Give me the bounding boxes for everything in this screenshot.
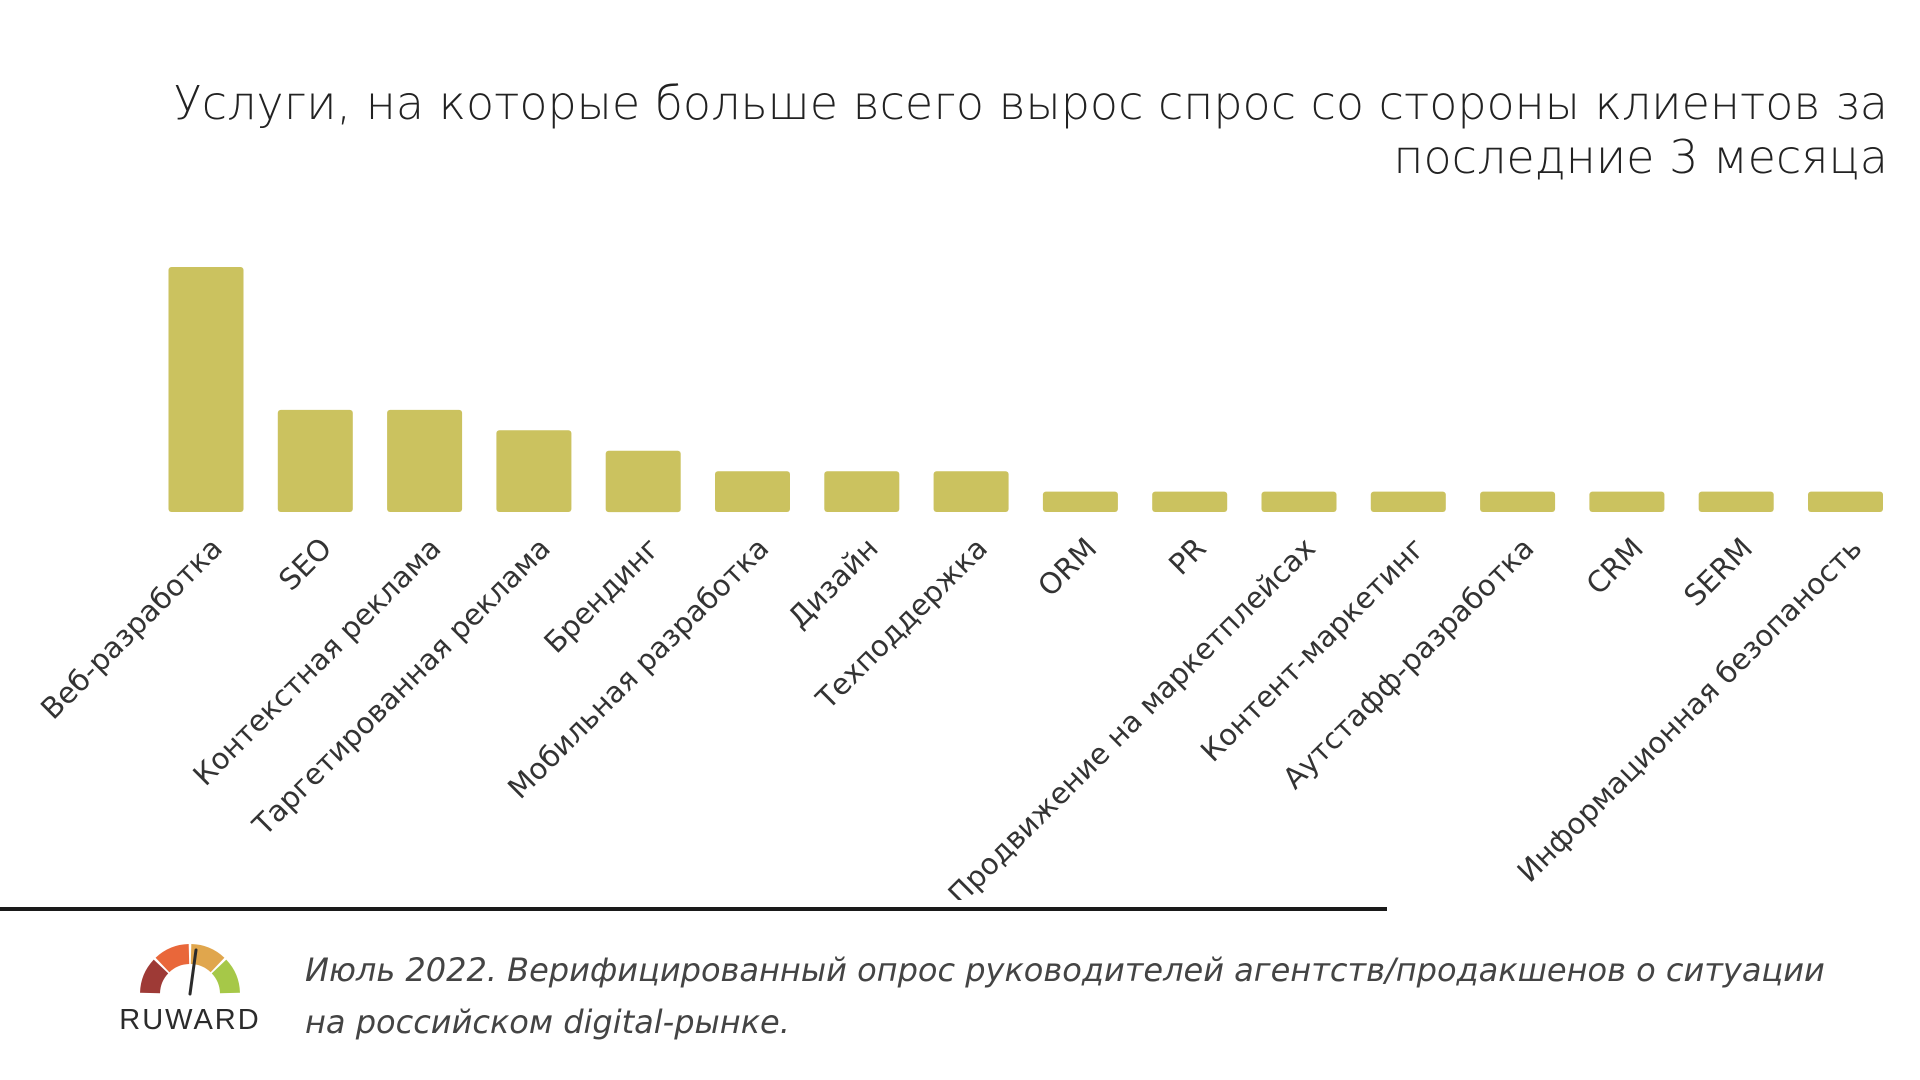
footnote-line-1: Июль 2022. Верифицированный опрос руково… (305, 951, 1825, 989)
ruward-logo: RUWARD (110, 938, 270, 1038)
bar-13 (1480, 491, 1556, 512)
gauge-segment-2 (155, 944, 190, 973)
bar-group (168, 267, 1883, 513)
bar-16 (1808, 491, 1883, 512)
bar-12 (1370, 491, 1446, 512)
footer-divider (0, 907, 1387, 911)
bar-14 (1589, 491, 1665, 512)
chart-title-line-1: Услуги, на которые больше всего вырос сп… (173, 76, 1888, 130)
category-label-2: SEO (272, 531, 338, 597)
bar-2 (277, 409, 353, 512)
bar-4 (496, 430, 572, 512)
bar-3 (387, 409, 463, 512)
bar-15 (1698, 491, 1774, 512)
logo-wordmark: RUWARD (119, 1004, 261, 1036)
category-label-15: SERM (1677, 531, 1759, 613)
bar-10 (1152, 491, 1228, 512)
category-label-1: Веб-разработка (34, 531, 229, 726)
footnote: Июль 2022. Верифицированный опрос руково… (305, 944, 1845, 1048)
gauge-icon (140, 944, 240, 996)
gauge-segment-3 (190, 944, 225, 973)
bar-7 (824, 471, 900, 512)
category-label-10: PR (1162, 531, 1213, 582)
bar-8 (933, 471, 1009, 512)
category-label-7: Дизайн (781, 531, 885, 635)
category-label-14: CRM (1580, 531, 1650, 601)
category-label-12: Контент-маркетинг (1194, 531, 1431, 768)
chart-title-line-2: последние 3 месяца (1393, 130, 1888, 184)
category-label-9: ORM (1031, 531, 1103, 603)
bar-6 (715, 471, 790, 512)
footnote-line-2: на российском digital-рынке. (305, 1003, 790, 1041)
gauge-segment-4 (211, 959, 240, 994)
chart-title: Услуги, на которые больше всего вырос сп… (58, 76, 1888, 184)
bar-9 (1042, 491, 1118, 512)
bar-11 (1261, 491, 1337, 512)
bar-5 (605, 450, 681, 513)
gauge-segment-1 (140, 959, 169, 994)
bar-1 (168, 267, 244, 512)
